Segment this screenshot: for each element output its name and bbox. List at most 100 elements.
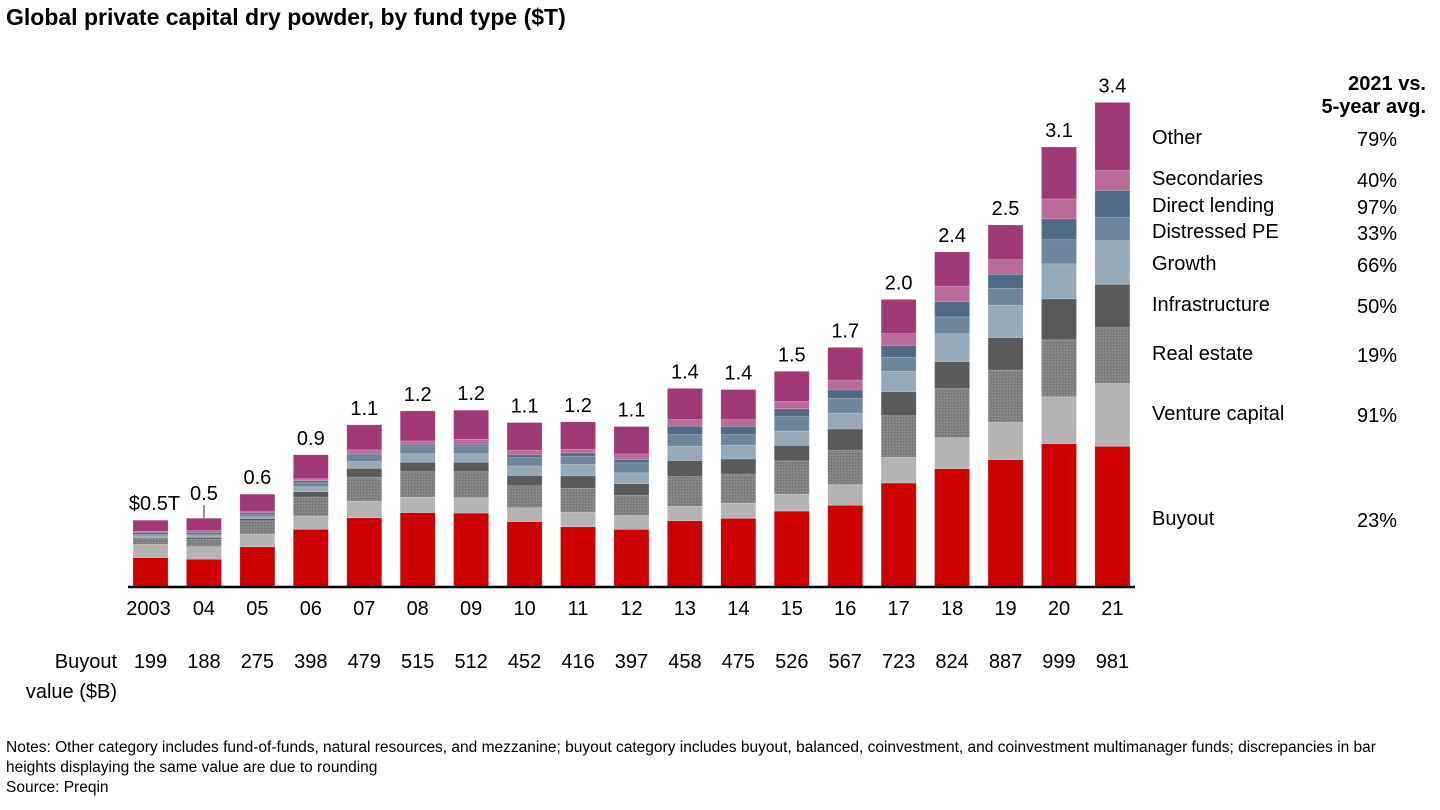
bar-segment-real-estate [346, 476, 383, 502]
bar-segment-direct-lending [880, 345, 917, 358]
legend-label: Growth [1152, 253, 1216, 275]
bar-segment-growth [773, 430, 810, 446]
bar-segment-other [1041, 146, 1077, 200]
bar-segment-direct-lending [667, 425, 703, 435]
bar-segment-venture-capital [934, 437, 970, 470]
comparison-value: 79% [1357, 129, 1397, 151]
comparison-value: 50% [1357, 296, 1397, 318]
bar-segment-other [453, 409, 489, 440]
chart-title: Global private capital dry powder, by fu… [6, 4, 566, 30]
bar-segment-real-estate [667, 476, 703, 507]
bar-segment-distressed-pe [239, 514, 276, 518]
comparison-value: 40% [1357, 170, 1397, 192]
bar-segment-other [399, 410, 436, 442]
buyout-value: 526 [775, 651, 808, 673]
bar-segment-other [560, 421, 596, 450]
bar-segment-infrastructure [1041, 298, 1077, 341]
bar-segment-direct-lending [1041, 218, 1077, 241]
bar-segment-buyout [346, 517, 383, 587]
bar-segment-secondaries [1041, 198, 1077, 220]
buyout-row-label: Buyout [55, 651, 118, 673]
comparison-value: 97% [1357, 197, 1397, 219]
total-label: 1.1 [511, 396, 539, 418]
legend-label: Buyout [1152, 508, 1215, 530]
bar-segment-secondaries [720, 419, 757, 427]
bar-segment-growth [667, 445, 703, 461]
bar-segment-infrastructure [1094, 284, 1131, 328]
bar-segment-secondaries [613, 453, 650, 460]
buyout-value: 397 [615, 651, 648, 673]
bar-segment-secondaries [667, 419, 703, 427]
total-label: 1.1 [350, 398, 378, 420]
bar-segment-buyout [1041, 443, 1077, 587]
buyout-value: 458 [668, 651, 701, 673]
total-label: 1.2 [564, 395, 592, 417]
bar-segment-venture-capital [293, 515, 329, 530]
bar-segment-direct-lending [773, 408, 810, 417]
bar-segment-other [132, 519, 169, 532]
bar-segment-growth [1094, 240, 1131, 285]
bar-segment-distressed-pe [346, 454, 383, 462]
bar-segment-venture-capital [132, 543, 169, 558]
bar-segment-infrastructure [934, 361, 970, 389]
bar-segment-direct-lending [720, 425, 757, 435]
bar-segment-direct-lending [560, 452, 596, 457]
bar-segment-growth [827, 412, 864, 430]
bar-segment-secondaries [560, 448, 596, 454]
bar-segment-infrastructure [720, 458, 757, 475]
legend-label: Secondaries [1152, 168, 1263, 190]
buyout-value: 999 [1042, 651, 1075, 673]
bar-segment-growth [613, 472, 650, 485]
bar-segment-growth [720, 444, 757, 460]
total-label: 0.5 [190, 483, 218, 505]
bar-segment-venture-capital [346, 500, 383, 519]
bar-segment-other [880, 299, 917, 334]
x-tick-label: 13 [674, 598, 696, 620]
bar-segment-distressed-pe [934, 316, 970, 334]
bar-segment-other [613, 426, 650, 455]
bar-segment-real-estate [613, 494, 650, 516]
bar-segment-real-estate [132, 538, 169, 545]
total-label: 1.2 [404, 384, 432, 406]
legend-label: Infrastructure [1152, 294, 1270, 316]
bar-segment-real-estate [506, 485, 543, 509]
total-label: 1.1 [618, 400, 646, 422]
bar-segment-growth [560, 463, 596, 477]
bar-segment-real-estate [560, 487, 596, 513]
bar-segment-venture-capital [399, 496, 436, 513]
x-tick-label: 20 [1048, 598, 1070, 620]
bar-segment-real-estate [827, 449, 864, 485]
bar-segment-distressed-pe [506, 457, 543, 467]
bar-segment-infrastructure [667, 460, 703, 477]
total-label: 3.1 [1045, 120, 1073, 142]
bar-segment-other [1094, 102, 1131, 171]
bar-segment-distressed-pe [399, 445, 436, 454]
comparison-value: 33% [1357, 223, 1397, 245]
bar-segment-real-estate [1041, 339, 1077, 398]
bar-segment-real-estate [934, 388, 970, 438]
bar-segment-direct-lending [934, 301, 970, 318]
bar-segment-growth [293, 486, 329, 493]
total-label: $0.5T [129, 493, 180, 515]
buyout-value: 452 [508, 651, 541, 673]
bar-segment-infrastructure [506, 475, 543, 487]
bar-segment-direct-lending [827, 389, 864, 399]
bar-segment-real-estate [987, 369, 1024, 423]
bar-segment-secondaries [453, 438, 489, 445]
legend-label: Distressed PE [1152, 221, 1279, 243]
bar-segment-real-estate [880, 415, 917, 458]
bar-segment-buyout [934, 468, 970, 587]
bar-segment-growth [880, 371, 917, 392]
bar-segment-buyout [560, 526, 596, 587]
comparison-value: 19% [1357, 345, 1397, 367]
bar-segment-other [667, 388, 703, 420]
bar-segment-real-estate [293, 496, 329, 517]
bar-segment-buyout [239, 546, 276, 587]
x-tick-label: 16 [834, 598, 856, 620]
bar-segment-infrastructure [987, 337, 1024, 371]
bar-segment-real-estate [720, 473, 757, 504]
bar-segment-other [239, 493, 276, 512]
comparison-header-line1: 2021 vs. [1348, 73, 1426, 95]
bar-segment-venture-capital [1041, 396, 1077, 445]
